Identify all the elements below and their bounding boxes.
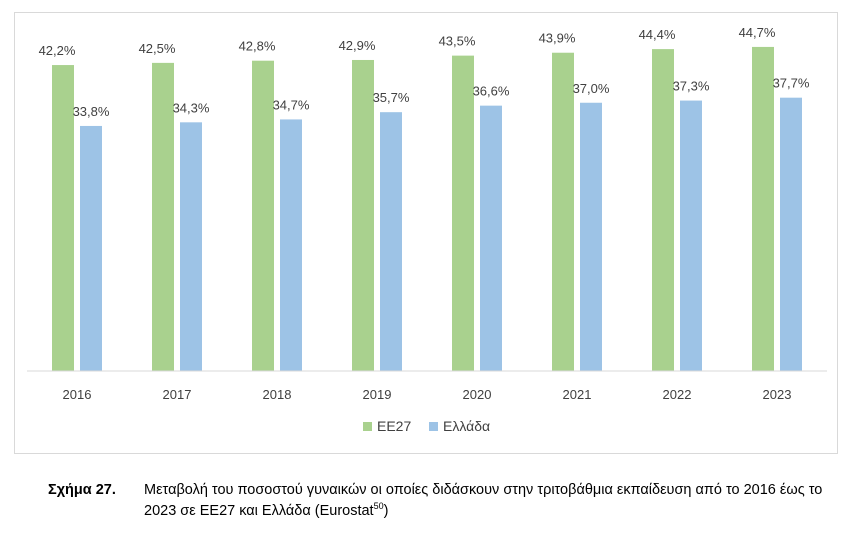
bar-eu27-2022 xyxy=(652,49,674,371)
x-tick-label-2019: 2019 xyxy=(363,387,392,402)
data-label-eu27-2020: 43,5% xyxy=(439,34,476,49)
bar-greece-2017 xyxy=(180,122,202,371)
x-tick-label-2018: 2018 xyxy=(263,387,292,402)
data-label-greece-2016: 33,8% xyxy=(73,104,110,119)
data-label-eu27-2017: 42,5% xyxy=(139,41,176,56)
bar-eu27-2020 xyxy=(452,55,474,371)
bar-greece-2019 xyxy=(380,112,402,372)
bar-eu27-2016 xyxy=(52,65,74,372)
bar-eu27-2018 xyxy=(252,60,274,371)
x-tick-label-2016: 2016 xyxy=(63,387,92,402)
data-label-eu27-2021: 43,9% xyxy=(539,31,576,46)
x-tick-label-2023: 2023 xyxy=(763,387,792,402)
x-tick-label-2020: 2020 xyxy=(463,387,492,402)
x-tick-label-2017: 2017 xyxy=(163,387,192,402)
bar-greece-2022 xyxy=(680,100,702,371)
chart-frame: 42,2% 33,8% 42,5% 34,3% 42,8% 34,7% 42,9% 35,7%… xyxy=(14,12,838,454)
data-label-eu27-2019: 42,9% xyxy=(339,38,376,53)
bar-greece-2020 xyxy=(480,105,502,372)
bar-greece-2018 xyxy=(280,119,302,371)
legend-swatch-eu27 xyxy=(363,422,372,431)
legend-label-greece: Ελλάδα xyxy=(443,418,490,434)
caption-closing: ) xyxy=(383,503,389,519)
caption-text: Μεταβολή του ποσοστού γυναικών οι οποίες… xyxy=(144,480,824,522)
caption-footnote-ref: 50 xyxy=(373,501,384,512)
data-label-greece-2021: 37,0% xyxy=(573,81,610,96)
bar-greece-2023 xyxy=(780,97,802,372)
data-label-greece-2017: 34,3% xyxy=(173,100,210,115)
legend: ΕΕ27 Ελλάδα xyxy=(363,418,490,434)
legend-label-eu27: ΕΕ27 xyxy=(377,418,411,434)
bar-eu27-2021 xyxy=(552,52,574,371)
x-tick-label-2022: 2022 xyxy=(663,387,692,402)
bar-eu27-2023 xyxy=(752,46,774,372)
bar-chart: 42,2% 33,8% 42,5% 34,3% 42,8% 34,7% 42,9% 35,7%… xyxy=(27,25,827,434)
data-label-eu27-2018: 42,8% xyxy=(239,39,276,54)
x-tick-label-2021: 2021 xyxy=(563,387,592,402)
bar-greece-2016 xyxy=(80,125,102,371)
data-label-eu27-2022: 44,4% xyxy=(639,27,676,42)
bar-greece-2021 xyxy=(580,102,602,371)
bar-eu27-2017 xyxy=(152,62,174,371)
data-label-greece-2022: 37,3% xyxy=(673,79,710,94)
x-tick-labels: 2016 2017 2018 2019 2020 2021 2022 2023 xyxy=(63,387,792,402)
data-label-eu27-2023: 44,7% xyxy=(739,25,776,40)
caption-body: Μεταβολή του ποσοστού γυναικών οι οποίες… xyxy=(144,482,823,519)
data-label-greece-2018: 34,7% xyxy=(273,97,310,112)
bars-layer xyxy=(52,46,802,372)
legend-swatch-greece xyxy=(429,422,438,431)
data-labels-layer: 42,2% 33,8% 42,5% 34,3% 42,8% 34,7% 42,9% 35,7%… xyxy=(39,25,810,119)
data-label-greece-2019: 35,7% xyxy=(373,90,410,105)
caption-label: Σχήμα 27. xyxy=(48,482,116,498)
data-label-greece-2020: 36,6% xyxy=(473,84,510,99)
data-label-greece-2023: 37,7% xyxy=(773,76,810,91)
bar-eu27-2019 xyxy=(352,59,374,371)
data-label-eu27-2016: 42,2% xyxy=(39,43,76,58)
